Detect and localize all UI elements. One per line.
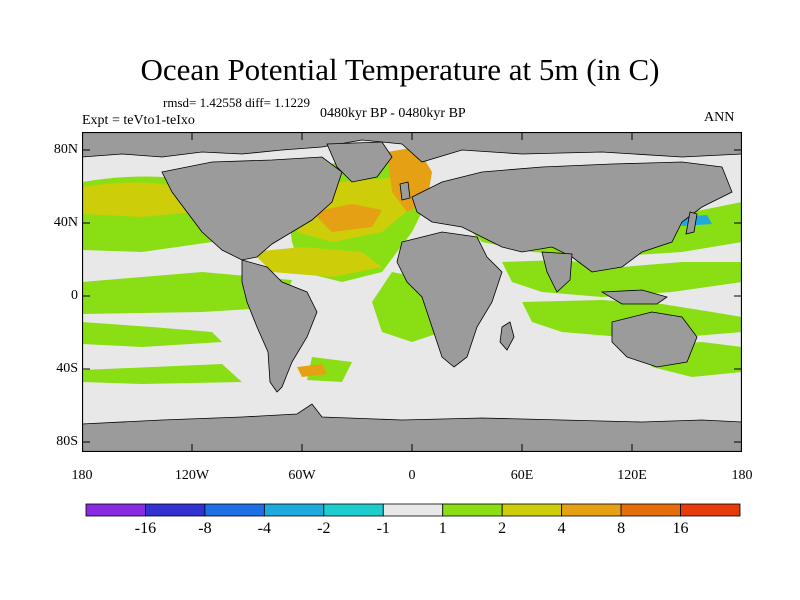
lon-label-0: 0 xyxy=(408,468,416,483)
colorbar-swatch xyxy=(382,503,444,517)
lon-label-60e: 60E xyxy=(510,468,534,483)
lat-label-40n: 40N xyxy=(53,215,78,230)
plot-title: Ocean Potential Temperature at 5m (in C) xyxy=(140,52,660,87)
land-eurasia xyxy=(411,161,733,273)
lon-label-180-right: 180 xyxy=(731,468,753,483)
lat-label-80n: 80N xyxy=(53,142,78,157)
colorbar-swatch xyxy=(145,503,206,517)
land-south-america xyxy=(241,259,318,393)
colorbar-swatch xyxy=(501,503,563,517)
land-madagascar xyxy=(499,321,515,351)
experiment-label: Expt = teVto1-teIxo xyxy=(82,113,195,128)
map-ticks xyxy=(82,132,742,452)
world-temperature-map xyxy=(82,132,742,452)
land-india xyxy=(541,251,573,293)
colorbar-swatch xyxy=(85,503,146,517)
lat-label-80s: 80S xyxy=(56,434,78,449)
land-greenland xyxy=(326,141,393,183)
land-uk xyxy=(399,181,411,201)
stats-line: rmsd= 1.42558 diff= 1.1229 xyxy=(163,95,310,110)
colorbar-swatch xyxy=(263,503,325,517)
colorbar-swatch xyxy=(204,503,265,517)
land-masses xyxy=(82,132,742,452)
colorbar-tick-label: 1 xyxy=(438,520,447,537)
colorbar-tick-label: -8 xyxy=(198,520,212,537)
colorbar-swatch xyxy=(323,503,384,517)
lat-label-0: 0 xyxy=(71,288,78,303)
colorbar-tick-label: -1 xyxy=(376,520,390,537)
colorbar-swatch xyxy=(561,503,622,517)
season-label: ANN xyxy=(704,110,735,125)
land-indonesia xyxy=(600,289,668,305)
period-label: 0480kyr BP - 0480kyr BP xyxy=(320,106,466,121)
colorbar-tick-label: 2 xyxy=(498,520,507,537)
colorbar-tick-label: -4 xyxy=(257,520,272,537)
lat-label-40s: 40S xyxy=(56,361,78,376)
colorbar xyxy=(85,503,741,517)
land-north-america xyxy=(161,156,343,261)
colorbar-tick-label: 8 xyxy=(617,520,626,537)
lon-label-60w: 60W xyxy=(288,468,316,483)
lon-label-180-left: 180 xyxy=(71,468,93,483)
land-africa xyxy=(396,231,503,368)
lon-label-120w: 120W xyxy=(174,468,210,483)
colorbar-swatch xyxy=(620,503,681,517)
colorbar-tick-label: -2 xyxy=(317,520,331,537)
lon-label-120e: 120E xyxy=(617,468,647,483)
colorbar-tick-label: 16 xyxy=(672,520,689,537)
colorbar-swatch xyxy=(442,503,503,517)
land-antarctica xyxy=(82,403,742,452)
land-australia xyxy=(611,311,698,368)
colorbar-swatch xyxy=(680,503,741,517)
colorbar-tick-label: 4 xyxy=(557,520,566,537)
colorbar-tick-label: -16 xyxy=(134,520,157,537)
land-japan xyxy=(685,211,698,235)
